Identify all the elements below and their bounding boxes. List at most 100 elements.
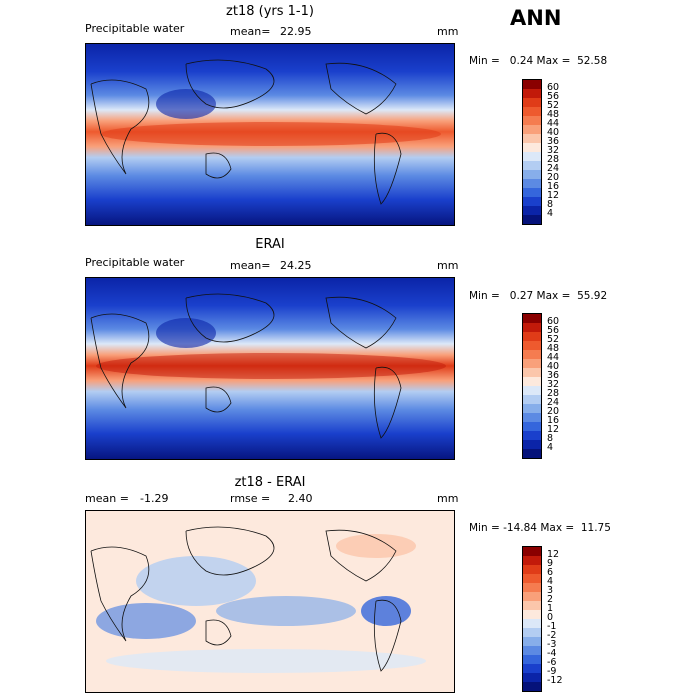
colorbar-tick-label: 48	[547, 343, 560, 354]
colorbar-tick-label: 44	[547, 118, 560, 129]
panel-2-minmax: Min = 0.27 Max = 55.92	[469, 290, 607, 302]
colorbar-swatch	[523, 413, 541, 422]
panel-3-rmse-label: rmse =	[230, 492, 271, 505]
panel-2-variable-label: Precipitable water	[85, 256, 185, 269]
colorbar-swatch	[523, 197, 541, 206]
colorbar-tick-label: 6	[547, 567, 554, 578]
panel-1-variable-label: Precipitable water	[85, 22, 185, 35]
colorbar-tick-label: 60	[547, 82, 560, 93]
colorbar-tick-label: 4	[547, 208, 554, 219]
colorbar-swatch	[523, 206, 541, 215]
panel-1-title: zt18 (yrs 1-1)	[226, 4, 314, 19]
colorbar-swatch	[523, 682, 541, 691]
panel-1-max-label: Max =	[536, 55, 571, 67]
colorbar-swatch	[523, 161, 541, 170]
colorbar-swatch	[523, 637, 541, 646]
colorbar-swatch	[523, 574, 541, 583]
colorbar-swatch	[523, 125, 541, 134]
colorbar-swatch	[523, 116, 541, 125]
colorbar-tick-label: 8	[547, 433, 554, 444]
colorbar-tick-label: 36	[547, 136, 560, 147]
panel-3-min-label: Min =	[469, 522, 500, 534]
colorbar-swatch	[523, 215, 541, 224]
colorbar-tick-label: 52	[547, 100, 560, 111]
panel-3-units: mm	[437, 492, 459, 505]
colorbar-swatch	[523, 556, 541, 565]
colorbar-tick-label: 56	[547, 91, 560, 102]
colorbar-tick-label: 24	[547, 397, 560, 408]
colorbar-swatch	[523, 655, 541, 664]
colorbar-tick-label: 28	[547, 154, 560, 165]
panel-2-min-value: 0.27	[509, 290, 534, 302]
colorbar-tick-label: -12	[547, 675, 563, 686]
colorbar-tick-label: 12	[547, 549, 560, 560]
panel-1-mean-label: mean=	[230, 25, 271, 38]
colorbar-swatch	[523, 601, 541, 610]
colorbar-swatch	[523, 368, 541, 377]
colorbar-swatch	[523, 341, 541, 350]
panel-2-title: ERAI	[255, 237, 285, 252]
colorbar-swatch	[523, 80, 541, 89]
panel-1-max-value: 52.58	[577, 55, 608, 67]
colorbar-tick-label: 8	[547, 199, 554, 210]
panel-1-min-label: Min =	[469, 55, 500, 67]
colorbar-swatch	[523, 107, 541, 116]
colorbar-swatch	[523, 619, 541, 628]
colorbar-swatch	[523, 188, 541, 197]
colorbar-swatch	[523, 179, 541, 188]
panel-2-max-value: 55.92	[577, 290, 608, 302]
colorbar-swatch	[523, 404, 541, 413]
colorbar-tick-label: 36	[547, 370, 560, 381]
colorbar-tick-label: -6	[547, 657, 557, 668]
colorbar-tick-label: 24	[547, 163, 560, 174]
panel-3-mean-value: -1.29	[140, 492, 169, 505]
colorbar-swatch	[523, 152, 541, 161]
colorbar-swatch	[523, 134, 541, 143]
colorbar-swatch	[523, 673, 541, 682]
colorbar-tick-label: 20	[547, 406, 560, 417]
panel-2-mean-label: mean=	[230, 259, 271, 272]
colorbar-swatch	[523, 89, 541, 98]
panel-2-colorbar	[522, 313, 542, 459]
colorbar-tick-label: -3	[547, 639, 557, 650]
panel-3-minmax: Min = -14.84 Max = 11.75	[469, 522, 611, 534]
colorbar-tick-label: 28	[547, 388, 560, 399]
colorbar-tick-label: -1	[547, 621, 557, 632]
panel-3-min-value: -14.84	[503, 522, 537, 534]
colorbar-tick-label: 20	[547, 172, 560, 183]
colorbar-swatch	[523, 377, 541, 386]
panel-1-mean-value: 22.95	[280, 25, 312, 38]
colorbar-tick-label: 60	[547, 316, 560, 327]
colorbar-swatch	[523, 170, 541, 179]
colorbar-tick-label: 1	[547, 603, 554, 614]
colorbar-swatch	[523, 646, 541, 655]
colorbar-tick-label: -4	[547, 648, 557, 659]
panel-3-max-label: Max =	[540, 522, 575, 534]
season-label: ANN	[510, 6, 562, 30]
colorbar-tick-label: 40	[547, 361, 560, 372]
colorbar-swatch	[523, 323, 541, 332]
colorbar-swatch	[523, 583, 541, 592]
panel-2-max-label: Max =	[536, 290, 571, 302]
colorbar-tick-label: 48	[547, 109, 560, 120]
panel-1-units: mm	[437, 25, 459, 38]
panel-2-min-label: Min =	[469, 290, 500, 302]
colorbar-tick-label: 32	[547, 145, 560, 156]
colorbar-swatch	[523, 314, 541, 323]
colorbar-swatch	[523, 610, 541, 619]
colorbar-swatch	[523, 143, 541, 152]
colorbar-swatch	[523, 547, 541, 556]
colorbar-swatch	[523, 664, 541, 673]
colorbar-tick-label: 52	[547, 334, 560, 345]
colorbar-tick-label: 12	[547, 424, 560, 435]
colorbar-tick-label: 12	[547, 190, 560, 201]
colorbar-tick-label: 4	[547, 442, 554, 453]
colorbar-swatch	[523, 350, 541, 359]
panel-2-units: mm	[437, 259, 459, 272]
colorbar-tick-label: 9	[547, 558, 554, 569]
panel-3-rmse-value: 2.40	[288, 492, 313, 505]
colorbar-tick-label: 4	[547, 576, 554, 587]
colorbar-swatch	[523, 332, 541, 341]
colorbar-swatch	[523, 565, 541, 574]
panel-1-map	[85, 43, 455, 226]
